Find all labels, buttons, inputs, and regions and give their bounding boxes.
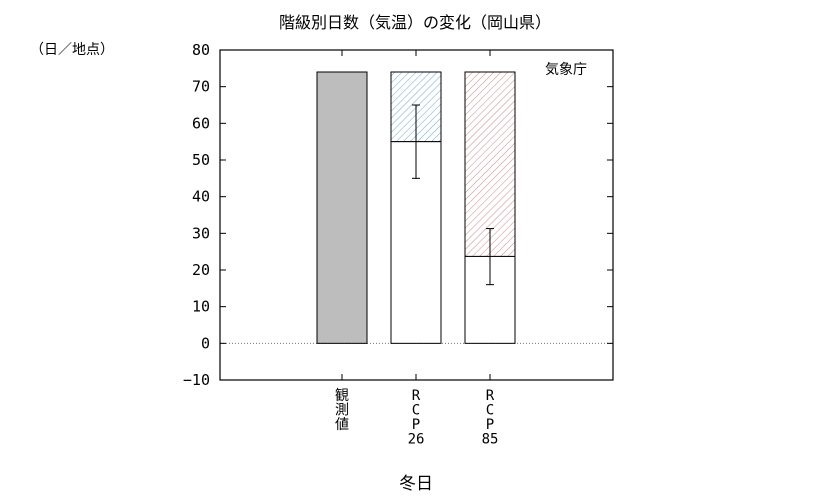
y-tick-label: 60 bbox=[192, 114, 210, 132]
x-category-label: P bbox=[486, 417, 494, 433]
x-category-label: R bbox=[486, 388, 495, 404]
chart-title: 階級別日数（気温）の変化（岡山県） bbox=[279, 13, 551, 32]
y-unit-label: （日／地点） bbox=[30, 42, 114, 58]
y-tick-label: 0 bbox=[201, 334, 210, 352]
y-tick-label: 50 bbox=[192, 151, 210, 169]
y-tick-label: 40 bbox=[192, 188, 210, 206]
x-category-label: 観 bbox=[335, 387, 349, 404]
x-category-label: C bbox=[412, 403, 420, 419]
y-tick-label: 80 bbox=[192, 41, 210, 59]
x-category-label: 値 bbox=[335, 417, 349, 433]
y-tick-label: 10 bbox=[192, 298, 210, 316]
plot-frame bbox=[219, 49, 614, 381]
bar-observed bbox=[316, 71, 368, 344]
y-tick-label: 20 bbox=[192, 261, 210, 279]
x-category-label: R bbox=[412, 388, 421, 404]
y-tick-label: 70 bbox=[192, 78, 210, 96]
y-tick-label: −10 bbox=[183, 371, 210, 389]
x-category-label: P bbox=[412, 417, 420, 433]
x-category-label: 85 bbox=[482, 432, 499, 448]
x-category-label: C bbox=[486, 403, 494, 419]
bar-change-hatched bbox=[464, 71, 516, 257]
x-axis-label: 冬日 bbox=[399, 474, 433, 494]
x-category-label: 測 bbox=[335, 403, 349, 419]
y-tick-label: 30 bbox=[192, 224, 210, 242]
source-label: 気象庁 bbox=[545, 62, 587, 78]
x-category-label: 26 bbox=[408, 432, 425, 448]
